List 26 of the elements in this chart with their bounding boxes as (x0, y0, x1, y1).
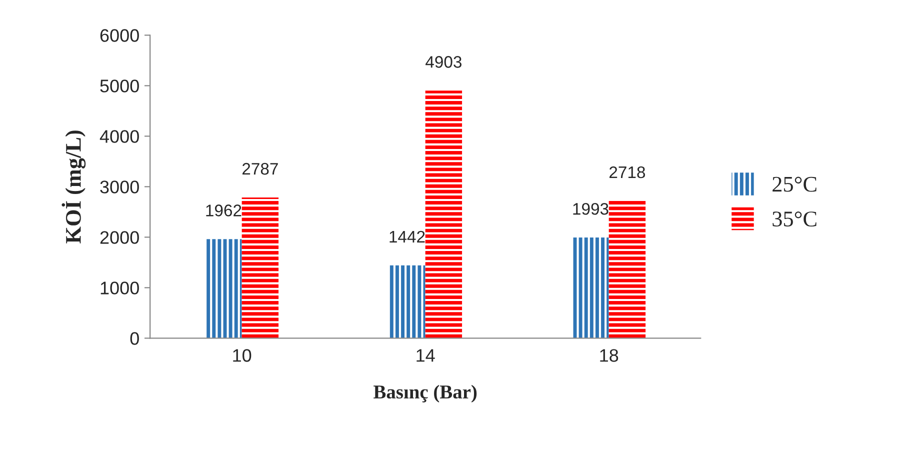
bar (572, 238, 609, 338)
y-tick-label: 1000 (100, 282, 139, 294)
y-tick-label: 4000 (100, 130, 139, 143)
y-tick-label: 6000 (100, 29, 139, 42)
bar (205, 239, 242, 338)
legend-label: 35°C (772, 212, 816, 226)
bar (242, 197, 279, 338)
data-label: 2718 (609, 166, 646, 178)
data-label: 1442 (390, 230, 425, 242)
bar (388, 265, 426, 338)
x-axis-title: Basınç (Bar) (374, 384, 477, 403)
data-label: 4903 (426, 56, 462, 68)
bar (608, 200, 646, 338)
data-label: 2787 (242, 162, 278, 175)
y-axis-title: KOİ (mg/L) (62, 130, 86, 244)
data-label: 1962 (206, 204, 242, 216)
legend-label: 25°C (772, 176, 816, 192)
y-tick-label: 5000 (100, 80, 139, 92)
data-label: 1993 (573, 202, 608, 215)
y-tick-label: 2000 (100, 231, 139, 244)
y-tick-label: 0 (130, 332, 139, 345)
y-tick-label: 3000 (100, 180, 139, 194)
x-tick-label: 10 (233, 349, 252, 362)
x-tick-label: 14 (416, 349, 435, 362)
bar (425, 90, 462, 338)
x-tick-label: 18 (600, 349, 618, 362)
